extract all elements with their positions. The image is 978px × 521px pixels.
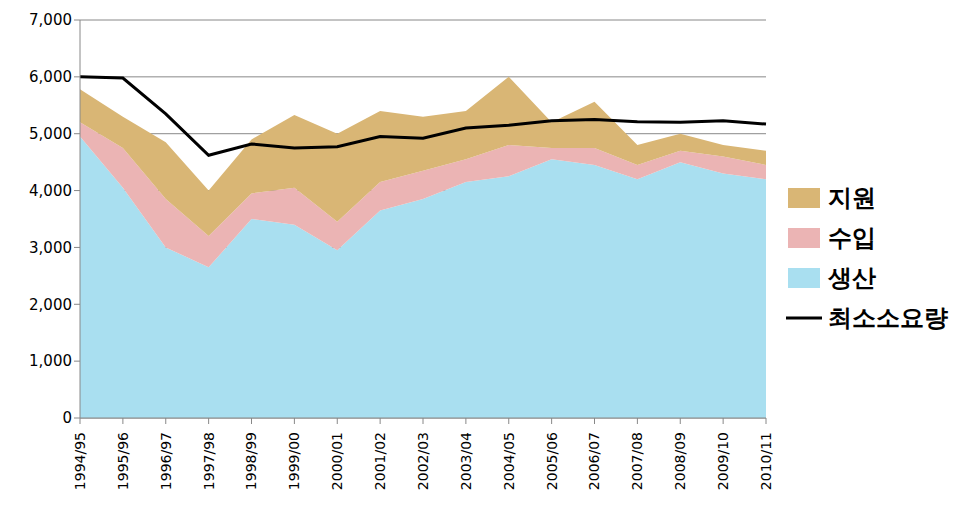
svg-text:7,000: 7,000	[29, 11, 72, 29]
svg-text:5,000: 5,000	[29, 125, 72, 143]
svg-text:2000/01: 2000/01	[329, 432, 345, 490]
svg-text:2001/02: 2001/02	[372, 432, 388, 490]
html-text:최소소요량: 최소소요량	[828, 304, 948, 332]
svg-text:1997/98: 1997/98	[201, 432, 217, 490]
svg-text:1994/95: 1994/95	[72, 432, 88, 490]
svg-text:2005/06: 2005/06	[544, 432, 560, 490]
svg-text:6,000: 6,000	[29, 68, 72, 86]
svg-text:1995/96: 1995/96	[115, 432, 131, 490]
svg-text:2003/04: 2003/04	[458, 432, 474, 490]
svg-text:2002/03: 2002/03	[415, 432, 431, 490]
svg-text:4,000: 4,000	[29, 182, 72, 200]
svg-text:2,000: 2,000	[29, 296, 72, 314]
svg-text:1998/99: 1998/99	[243, 432, 259, 490]
svg-text:1,000: 1,000	[29, 352, 72, 370]
svg-text:3,000: 3,000	[29, 239, 72, 257]
html-text:생산: 생산	[828, 264, 876, 292]
svg-text:2009/10: 2009/10	[715, 432, 731, 490]
svg-text:2006/07: 2006/07	[586, 432, 602, 490]
html-text:수입: 수입	[828, 224, 876, 252]
svg-text:0: 0	[62, 409, 72, 427]
svg-text:1999/00: 1999/00	[286, 432, 302, 490]
svg-text:2007/08: 2007/08	[629, 432, 645, 490]
html-text:지원: 지원	[828, 184, 876, 212]
svg-text:1996/97: 1996/97	[158, 432, 174, 490]
svg-text:2010/11: 2010/11	[758, 432, 774, 490]
svg-text:2008/09: 2008/09	[672, 432, 688, 490]
svg-text:2004/05: 2004/05	[501, 432, 517, 490]
